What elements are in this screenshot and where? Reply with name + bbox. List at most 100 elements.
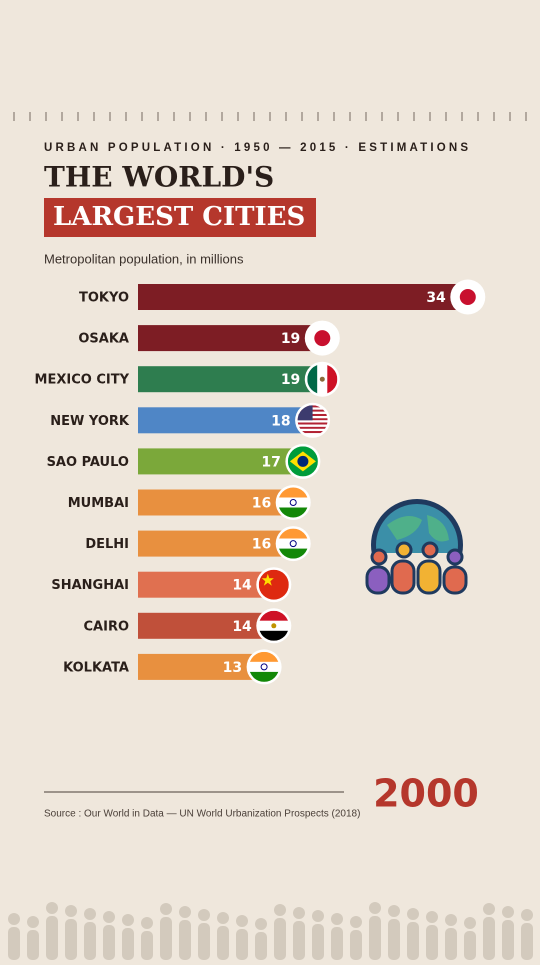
silhouette-body [312, 924, 324, 960]
silhouette-head [236, 915, 248, 927]
silhouette-head [27, 916, 39, 928]
bar [138, 489, 294, 516]
value-label: 17 [261, 454, 280, 470]
silhouette-head [255, 918, 267, 930]
silhouette-body [331, 927, 343, 960]
category-label: DELHI [85, 537, 129, 552]
value-label: 34 [426, 290, 446, 306]
category-label: OSAKA [78, 332, 129, 347]
silhouette-head [331, 913, 343, 925]
person-body [390, 559, 416, 595]
person-head [370, 548, 388, 566]
silhouette-body [521, 923, 533, 960]
silhouette-body [122, 928, 134, 960]
flag-sun [459, 289, 476, 305]
silhouette-body [160, 917, 172, 960]
silhouette-head [350, 916, 362, 928]
silhouette-body [217, 926, 229, 960]
year-label: 2000 [373, 772, 479, 816]
silhouette-head [274, 904, 286, 916]
flag-sun [314, 330, 331, 347]
axis-label: Metropolitan population, in millions [44, 251, 244, 266]
category-label: SAO PAULO [47, 455, 129, 470]
flag-stripe [297, 431, 328, 434]
silhouette-body [388, 919, 400, 960]
flag-stripe [297, 422, 328, 425]
category-label: TOKYO [79, 291, 129, 306]
flag [452, 282, 483, 312]
silhouette-head [65, 905, 77, 917]
silhouette-body [236, 929, 248, 960]
silhouette-head [84, 908, 96, 920]
silhouette-head [521, 909, 533, 921]
flag-wheel [289, 540, 297, 548]
silhouette-head [445, 914, 457, 926]
silhouette-body [27, 930, 39, 960]
silhouette-head [293, 907, 305, 919]
flag [278, 528, 309, 559]
bar [138, 448, 303, 475]
category-label: NEW YORK [50, 414, 130, 429]
category-label: MEXICO CITY [35, 373, 130, 388]
flag [297, 405, 328, 436]
flag-stripe [278, 487, 309, 498]
subtitle: URBAN POPULATION · 1950 — 2015 · ESTIMAT… [44, 142, 471, 154]
person-head [395, 541, 413, 559]
flag [307, 323, 338, 354]
silhouette-body [502, 920, 514, 960]
silhouette-head [179, 906, 191, 918]
silhouette-head [160, 903, 172, 915]
silhouette-body [483, 917, 495, 960]
crowd [365, 541, 468, 595]
chart-title: THE WORLD'S [44, 161, 274, 194]
title-highlight-box [44, 198, 316, 237]
silhouette-body [464, 931, 476, 960]
flag [258, 610, 289, 641]
flag [287, 446, 318, 477]
silhouette-head [312, 910, 324, 922]
value-label: 18 [271, 413, 290, 429]
globe-icon [365, 499, 469, 595]
value-label: 14 [232, 619, 252, 635]
flag-eagle [271, 623, 277, 629]
source: Source : Our World in Data — UN World Ur… [44, 809, 360, 820]
silhouette-head [217, 912, 229, 924]
silhouette-body [8, 927, 20, 960]
flag-stripe [278, 507, 309, 518]
flag-field [258, 569, 289, 600]
silhouette-head [464, 917, 476, 929]
silhouette-body [369, 916, 381, 960]
silhouette-body [274, 918, 286, 960]
silhouette-body [407, 922, 419, 960]
flag-stripe [258, 610, 289, 621]
person-head [446, 548, 464, 566]
flag-wheel [260, 663, 268, 671]
value-label: 13 [223, 660, 242, 676]
silhouette-body [103, 925, 115, 960]
silhouette-head [369, 902, 381, 914]
category-label: CAIRO [84, 619, 130, 634]
flag [307, 364, 338, 395]
silhouette-body [350, 930, 362, 960]
flag-stripe [278, 497, 309, 508]
silhouette-head [141, 917, 153, 929]
bar [138, 571, 274, 598]
silhouette-body [84, 922, 96, 960]
flag-star [261, 573, 274, 586]
flag-globe [297, 455, 309, 467]
person-body [365, 565, 391, 595]
category-label: MUMBAI [68, 496, 129, 511]
category-label: KOLKATA [63, 660, 129, 675]
flag [258, 569, 289, 600]
flag-stripe [297, 433, 328, 436]
silhouette-head [426, 911, 438, 923]
flag [278, 487, 309, 518]
person-body [416, 559, 442, 595]
silhouette-body [445, 928, 457, 960]
silhouette-body [255, 932, 267, 960]
silhouette-head [198, 909, 210, 921]
silhouette-body [179, 920, 191, 960]
value-label: 19 [281, 372, 300, 388]
flag-stripe [297, 426, 328, 429]
